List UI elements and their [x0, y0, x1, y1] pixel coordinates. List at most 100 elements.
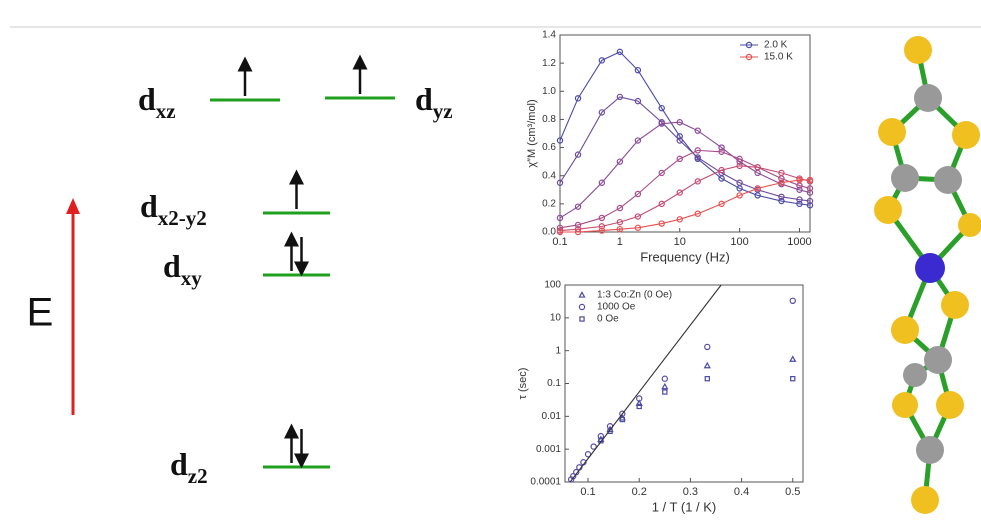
atoms [874, 36, 981, 514]
data-point [616, 158, 624, 165]
series-line [569, 284, 722, 483]
y-tick-label: 1 [555, 345, 561, 356]
y-tick-label: 0.8 [542, 114, 556, 125]
data-point [694, 210, 701, 217]
data-point [676, 216, 683, 223]
x-tick-label: 1000 [787, 236, 811, 248]
data-point [661, 375, 669, 382]
data-point [796, 196, 803, 203]
data-point [778, 193, 785, 201]
data-point [658, 220, 665, 227]
data-point [661, 382, 669, 390]
x-tick-label: 0.3 [683, 486, 698, 498]
data-point [694, 154, 701, 161]
data-point [676, 119, 683, 126]
data-point [704, 376, 710, 382]
data-point [703, 361, 711, 369]
x-axis-label: 1 / T (1 / K) [652, 499, 717, 514]
data-point [574, 151, 582, 158]
level-letter: d [170, 446, 188, 482]
data-point [718, 148, 725, 155]
data-point [634, 224, 642, 231]
legend-marker [579, 316, 585, 322]
data-point [574, 228, 582, 236]
series-line [559, 149, 811, 229]
series-line [559, 121, 811, 219]
y-tick-label: 0.001 [536, 444, 561, 455]
y-tick-label: 1.4 [542, 30, 556, 41]
legend-label: 2.0 K [764, 40, 788, 51]
data-point [635, 399, 643, 406]
y-tick-label: 0.1 [547, 378, 561, 389]
y-tick-label: 0.0001 [530, 477, 561, 488]
data-point [574, 203, 582, 210]
data-point [556, 228, 564, 236]
y-tick-label: 100 [544, 280, 561, 291]
data-point [634, 190, 642, 198]
data-point [778, 197, 785, 205]
level-letter: d [138, 81, 156, 117]
data-point [778, 169, 785, 177]
x-tick-label: 0.1 [552, 236, 567, 248]
level-label: dxz [138, 81, 176, 122]
y-tick-label: 0.01 [542, 411, 562, 422]
legend-label: 0 Oe [597, 314, 619, 325]
data-point [574, 221, 582, 229]
data-point [598, 57, 606, 64]
data-point [616, 218, 624, 226]
data-point [806, 189, 814, 196]
level-label: dx2-y2 [140, 188, 207, 229]
legend-label: 1:3 Co:Zn (0 Oe) [597, 290, 672, 301]
data-point [806, 197, 814, 205]
data-point [796, 186, 803, 193]
y-tick-label: 1.2 [542, 58, 556, 69]
data-point [789, 355, 797, 362]
level-subscript: xy [181, 266, 203, 290]
level-label: dxy [163, 248, 202, 289]
data-point [806, 185, 814, 192]
level-subscript: yz [433, 99, 453, 123]
plot-frame [559, 34, 811, 233]
level-letter: d [140, 188, 158, 224]
legend-label: 15.0 K [764, 52, 793, 63]
data-point [574, 95, 582, 102]
x-tick-label: 0.2 [632, 486, 647, 498]
data-point [676, 189, 683, 196]
level-letter: d [415, 81, 433, 117]
series-line [559, 165, 811, 232]
data-point [806, 176, 814, 184]
data-point [556, 137, 564, 144]
data-point [598, 179, 606, 186]
data-point [704, 343, 711, 351]
energy-label: E [27, 291, 54, 335]
legend-marker [578, 291, 586, 298]
data-point [567, 476, 575, 483]
legend-label: 1000 Oe [597, 302, 636, 313]
data-point [636, 403, 642, 410]
data-point [634, 97, 642, 105]
level-subscript: z2 [188, 464, 208, 488]
energy-arrow-head [66, 198, 80, 214]
x-axis-label: Frequency (Hz) [640, 249, 730, 264]
data-point [658, 120, 665, 127]
data-point [658, 200, 665, 208]
data-point [598, 214, 606, 222]
data-point [658, 169, 665, 177]
data-point [806, 202, 814, 209]
data-point [556, 179, 564, 186]
data-point [598, 223, 606, 230]
data-point [616, 204, 624, 212]
y-tick-label: 10 [550, 312, 562, 323]
y-tick-label: 0.6 [542, 142, 556, 153]
data-point [634, 213, 642, 220]
data-point [736, 179, 743, 186]
data-point [790, 376, 796, 382]
legend-marker [578, 303, 586, 311]
level-label: dyz [415, 81, 453, 122]
x-tick-label: 1 [617, 236, 623, 248]
data-point [736, 162, 743, 170]
data-point [754, 164, 761, 171]
data-point [556, 214, 564, 222]
y-axis-label: χ″M (cm³/mol) [526, 99, 538, 167]
data-point [796, 176, 803, 184]
